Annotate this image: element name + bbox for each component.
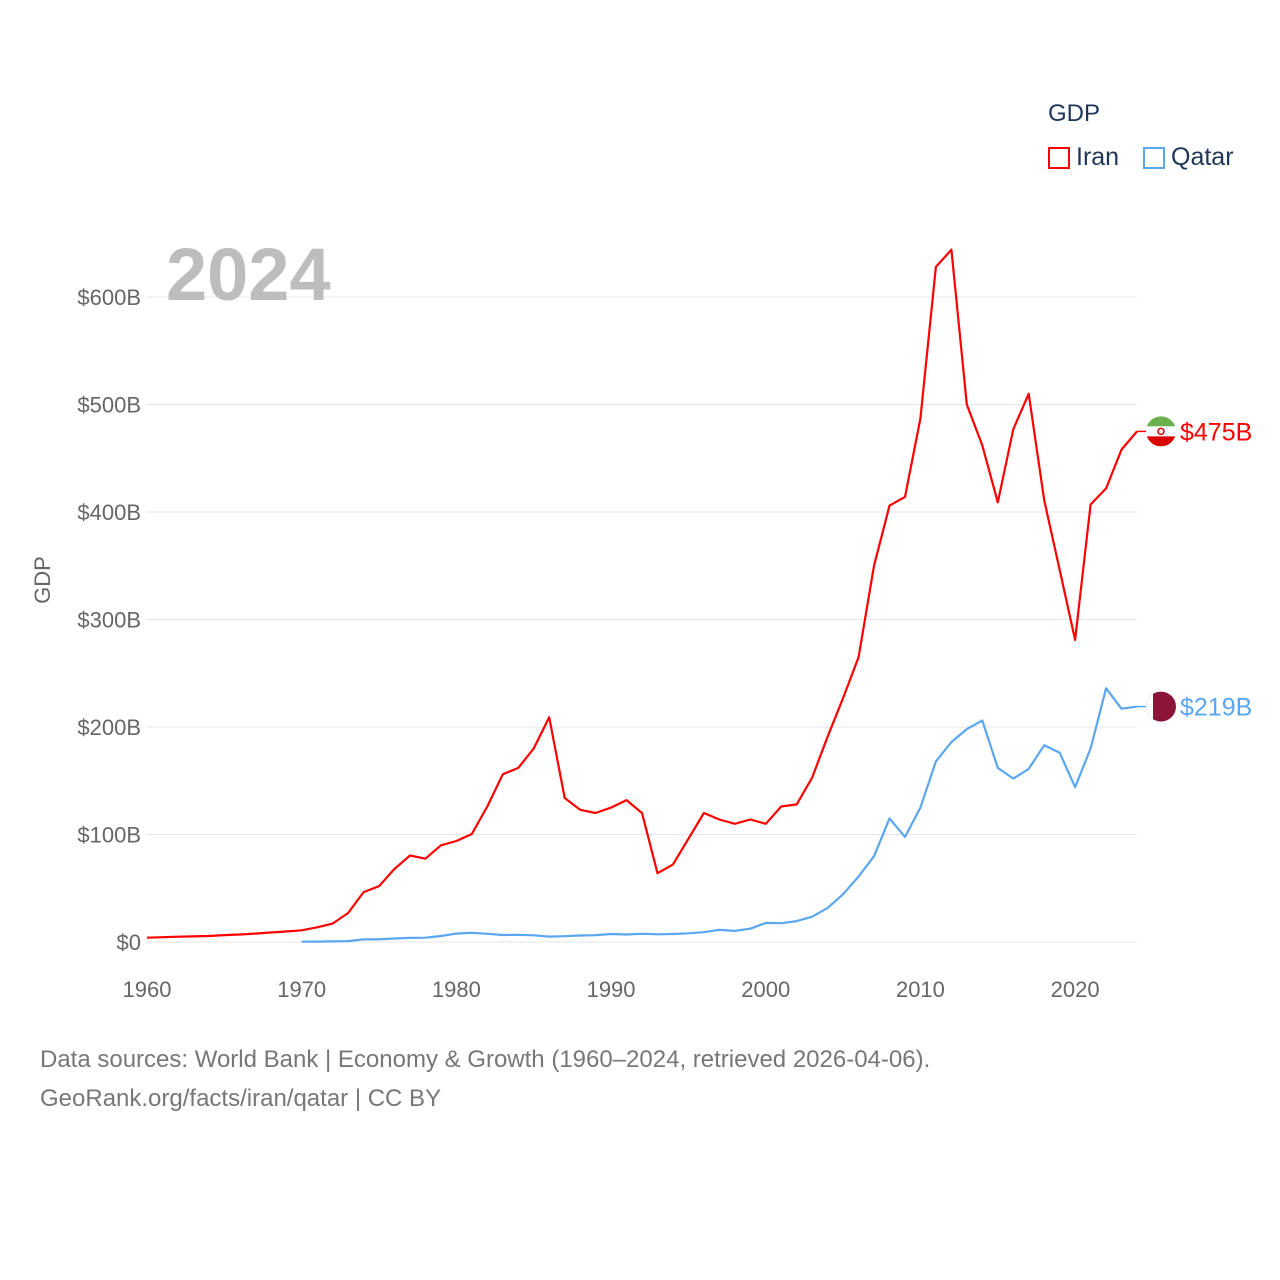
end-value-label-qatar: $219B <box>1180 694 1252 722</box>
flag-qatar-icon <box>1146 691 1176 722</box>
legend-label-iran: Iran <box>1076 143 1120 171</box>
y-axis-label: GDP <box>30 556 55 604</box>
x-tick-label: 1990 <box>587 977 636 1002</box>
legend-title: GDP <box>1048 100 1101 127</box>
series-line-iran <box>146 248 1138 939</box>
source-link[interactable]: GeoRank.org/facts/iran/qatar | CC BY <box>40 1085 442 1112</box>
legend-swatch-qatar <box>1143 146 1165 169</box>
y-tick-label: $300B <box>77 608 141 633</box>
y-tick-label: $0 <box>117 930 141 955</box>
y-tick-label: $200B <box>77 715 141 740</box>
x-tick-label: 2020 <box>1051 977 1100 1002</box>
legend-item-iran[interactable]: Iran <box>1048 143 1119 172</box>
x-tick-label: 2010 <box>896 977 945 1002</box>
legend-label-qatar: Qatar <box>1171 143 1234 171</box>
y-tick-label: $400B <box>77 500 141 525</box>
year-watermark: 2024 <box>166 233 331 316</box>
end-value-label-iran: $475B <box>1180 418 1252 446</box>
x-tick-label: 1980 <box>432 977 481 1002</box>
y-tick-label: $600B <box>77 285 141 310</box>
legend-item-qatar[interactable]: Qatar <box>1143 143 1234 172</box>
x-tick-label: 1960 <box>123 977 172 1002</box>
x-tick-label: 2000 <box>741 977 790 1002</box>
x-tick-label: 1970 <box>277 977 326 1002</box>
source-note: Data sources: World Bank | Economy & Gro… <box>40 1046 931 1073</box>
flag-iran-icon <box>1146 416 1176 447</box>
y-tick-label: $500B <box>77 393 141 418</box>
y-tick-label: $100B <box>77 823 141 848</box>
legend-swatch-iran <box>1048 146 1070 169</box>
series-line-qatar <box>301 687 1138 943</box>
